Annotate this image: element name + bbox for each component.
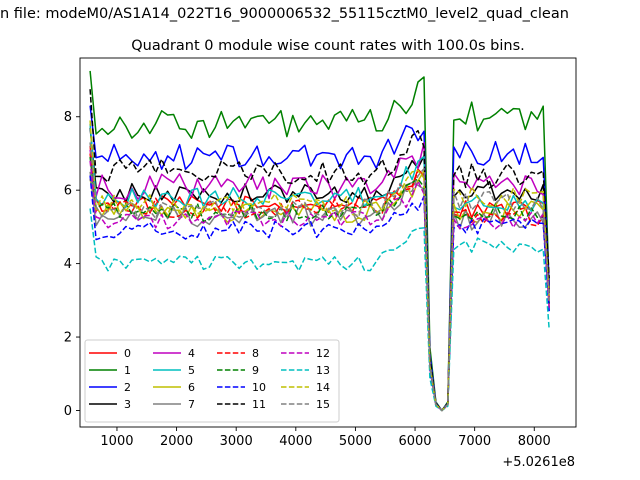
- x-tick-label: 1000: [100, 434, 133, 449]
- legend-label-1: 1: [124, 364, 131, 377]
- legend-label-15: 15: [316, 398, 330, 411]
- series-line-2: [89, 105, 550, 412]
- x-tick-label: 7000: [458, 434, 491, 449]
- legend-label-9: 9: [252, 364, 259, 377]
- legend-label-7: 7: [188, 398, 195, 411]
- series-line-14: [89, 120, 550, 412]
- legend-label-5: 5: [188, 364, 195, 377]
- series-line-13: [89, 208, 550, 412]
- x-tick-label: 8000: [518, 434, 551, 449]
- series-line-12: [89, 160, 550, 412]
- x-tick-label: 6000: [398, 434, 431, 449]
- axes-ticks: 1000 2000 3000 4000 5000 6000 7000 8000 0 2 4 6 8: [64, 110, 551, 449]
- y-tick-label: 6: [64, 184, 72, 199]
- series-line-15: [89, 142, 550, 412]
- legend-label-8: 8: [252, 347, 259, 360]
- x-tick-label: 4000: [279, 434, 312, 449]
- legend-label-12: 12: [316, 347, 330, 360]
- legend-label-6: 6: [188, 381, 195, 394]
- y-tick-label: 0: [64, 404, 72, 419]
- plot-lines: [89, 70, 550, 412]
- legend-label-2: 2: [124, 381, 131, 394]
- series-line-9: [89, 157, 550, 412]
- legend-label-3: 3: [124, 398, 131, 411]
- series-line-5: [89, 124, 550, 412]
- legend-label-11: 11: [252, 398, 266, 411]
- chart-title: Quadrant 0 module wise count rates with …: [131, 38, 525, 54]
- legend-label-14: 14: [316, 381, 330, 394]
- header-text: n file: modeM0/AS1A14_022T16_9000006532_…: [0, 6, 569, 22]
- x-tick-label: 2000: [160, 434, 193, 449]
- legend-label-13: 13: [316, 364, 330, 377]
- legend-label-10: 10: [252, 381, 266, 394]
- legend-label-4: 4: [188, 347, 195, 360]
- x-offset-label: +5.0261e8: [502, 455, 575, 470]
- x-tick-label: 3000: [220, 434, 253, 449]
- y-tick-label: 8: [64, 110, 72, 125]
- axes-frame: [79, 57, 577, 428]
- legend-box: [84, 339, 340, 423]
- x-tick-label: 5000: [339, 434, 372, 449]
- series-line-1: [89, 70, 550, 412]
- y-tick-label: 2: [64, 331, 72, 346]
- series-line-11: [89, 89, 550, 412]
- legend-label-0: 0: [124, 347, 131, 360]
- y-tick-label: 4: [64, 257, 72, 272]
